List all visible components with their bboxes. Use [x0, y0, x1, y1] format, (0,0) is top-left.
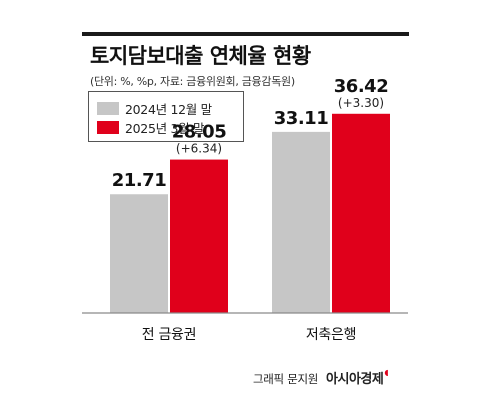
credit-brand: 아시아경제	[326, 372, 384, 387]
bar-2-series-1	[272, 131, 330, 313]
bar-2-series-2	[332, 113, 390, 314]
data-label-2-series-1: 33.11	[274, 108, 328, 129]
change-label-1-series-2: (+6.34)	[176, 142, 222, 156]
legend-item-2024: 2024년 12월 말	[97, 99, 212, 117]
change-label-2-series-2: (+3.30)	[338, 96, 384, 110]
data-label-2-series-2: 36.42	[334, 76, 388, 97]
legend-swatch-2024	[97, 101, 119, 115]
data-label-1-series-1: 21.71	[112, 170, 166, 191]
x-tick-label-1: 전 금융권	[142, 327, 196, 343]
legend-item-2025: 2025년 3월 말	[97, 118, 205, 136]
credit-graphic: 그래픽 문지원	[253, 372, 319, 386]
chart-subtitle: (단위: %, %p, 자료: 금융위원회, 금융감독원)	[90, 75, 295, 88]
legend: 2024년 12월 말 2025년 3월 말	[88, 91, 244, 142]
credit-line: 그래픽 문지원 아시아경제◖	[253, 368, 389, 387]
bar-1-series-2	[170, 159, 228, 313]
legend-swatch-2025	[97, 120, 119, 134]
chart-title: 토지담보대출 연체율 현황	[90, 44, 311, 68]
top-rule	[82, 32, 409, 36]
x-tick-label-2: 저축은행	[306, 327, 356, 343]
bar-1-series-1	[110, 194, 168, 313]
brand-mark-icon: ◖	[384, 368, 389, 377]
legend-label-2025: 2025년 3월 말	[125, 120, 205, 136]
legend-label-2024: 2024년 12월 말	[125, 101, 212, 117]
data-label-1-series-2: 28.05	[172, 122, 226, 143]
